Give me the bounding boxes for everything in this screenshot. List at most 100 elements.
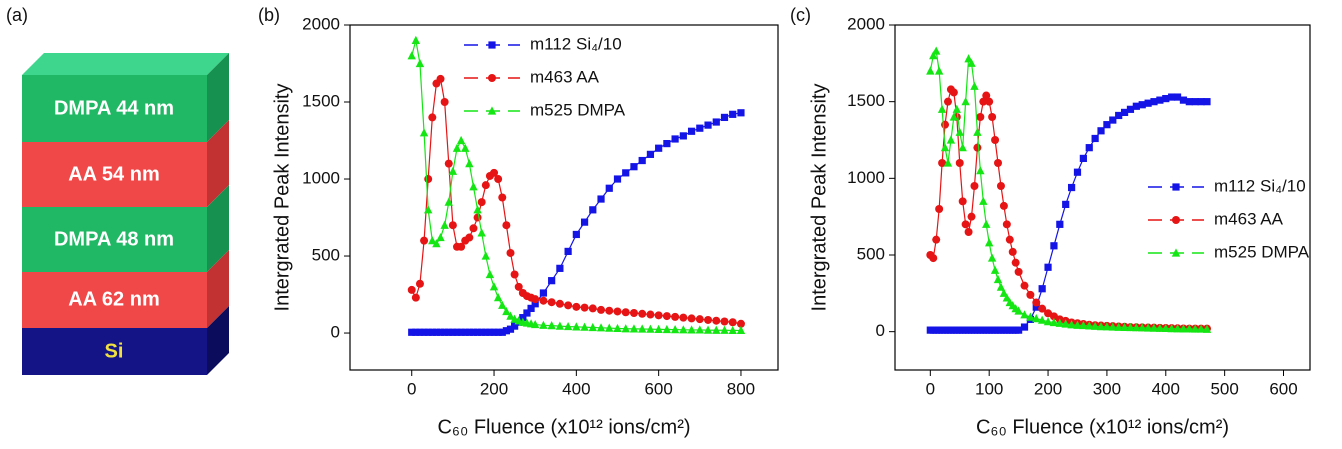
plot-frame: [349, 24, 779, 371]
layer-label: AA 54 nm: [68, 163, 160, 185]
x-tick-label: 0: [926, 379, 935, 398]
marker: [970, 182, 979, 190]
marker: [407, 51, 416, 60]
side-face: [207, 185, 229, 272]
marker: [984, 238, 994, 247]
marker: [720, 325, 729, 334]
marker: [415, 279, 424, 288]
side-face: [207, 120, 229, 207]
marker: [428, 236, 437, 245]
marker: [493, 293, 503, 302]
x-tick-label: 500: [1210, 379, 1238, 398]
layer-label: DMPA 48 nm: [54, 228, 174, 250]
marker: [498, 328, 506, 336]
layer: [22, 272, 207, 328]
marker: [1138, 101, 1146, 109]
marker: [952, 104, 962, 113]
marker: [1096, 322, 1106, 331]
marker: [605, 323, 614, 332]
x-tick-label: 200: [480, 379, 508, 398]
marker: [728, 325, 737, 335]
legend-marker: [487, 106, 497, 115]
y-tick-label: 500: [312, 246, 340, 265]
marker: [1079, 320, 1088, 330]
marker: [622, 169, 630, 177]
marker: [428, 328, 436, 336]
marker: [456, 135, 466, 145]
x-tick-label: 600: [1269, 379, 1297, 398]
marker: [489, 282, 499, 291]
y-tick-label: 1500: [847, 91, 885, 110]
marker: [1032, 303, 1040, 311]
marker: [638, 156, 646, 165]
marker: [469, 224, 478, 233]
marker: [440, 98, 449, 107]
marker: [982, 219, 991, 228]
marker: [1014, 306, 1023, 315]
marker: [423, 205, 433, 214]
marker: [461, 328, 469, 336]
marker: [613, 307, 622, 316]
marker: [572, 322, 581, 331]
marker: [1067, 183, 1076, 192]
marker: [964, 228, 973, 236]
y-axis-label: Intergrated Peak Intensity: [271, 84, 293, 312]
marker: [679, 325, 688, 334]
marker: [1149, 323, 1159, 332]
marker: [420, 236, 429, 245]
marker: [445, 328, 453, 336]
marker: [940, 143, 950, 152]
layer-label: Si: [105, 340, 124, 362]
marker: [1143, 323, 1153, 332]
marker: [946, 135, 956, 144]
marker: [967, 212, 976, 221]
marker: [712, 118, 720, 126]
marker: [932, 46, 941, 55]
marker: [687, 325, 696, 334]
marker: [629, 324, 639, 333]
marker: [1150, 98, 1158, 106]
legend-label: m525 DMPA: [530, 100, 626, 119]
top-face: [22, 53, 229, 75]
marker: [588, 304, 597, 313]
legend-marker: [488, 74, 496, 82]
marker: [482, 328, 490, 336]
y-tick-label: 0: [331, 323, 340, 342]
layer-diagram: (a) DMPA 44 nm AA 54 nm DMPA 48 nm AA 62…: [6, 5, 229, 375]
marker: [453, 328, 461, 336]
legend-marker: [1171, 248, 1181, 257]
marker: [1132, 323, 1141, 332]
marker: [996, 182, 1005, 190]
marker: [572, 230, 580, 239]
marker: [481, 181, 490, 190]
marker: [1091, 134, 1099, 143]
marker: [1049, 312, 1058, 321]
marker: [1037, 315, 1047, 324]
marker: [563, 321, 573, 331]
marker: [502, 306, 511, 316]
marker: [465, 159, 474, 168]
marker: [1073, 168, 1082, 176]
y-tick-label: 0: [876, 321, 885, 340]
marker: [452, 143, 462, 152]
marker: [605, 184, 613, 192]
marker: [436, 74, 445, 83]
marker: [1032, 298, 1041, 307]
marker: [555, 299, 564, 308]
series-line: [929, 88, 1207, 330]
marker: [695, 315, 704, 324]
marker: [1032, 314, 1041, 323]
marker: [935, 205, 944, 213]
marker: [679, 132, 687, 140]
marker: [1011, 258, 1020, 267]
marker: [949, 88, 958, 97]
layer: [22, 207, 207, 272]
marker: [736, 319, 745, 328]
marker: [958, 143, 967, 152]
marker: [506, 325, 515, 333]
marker: [588, 322, 598, 332]
y-tick-label: 1500: [302, 91, 340, 110]
marker: [596, 323, 606, 332]
marker: [424, 175, 433, 184]
marker: [949, 112, 959, 121]
